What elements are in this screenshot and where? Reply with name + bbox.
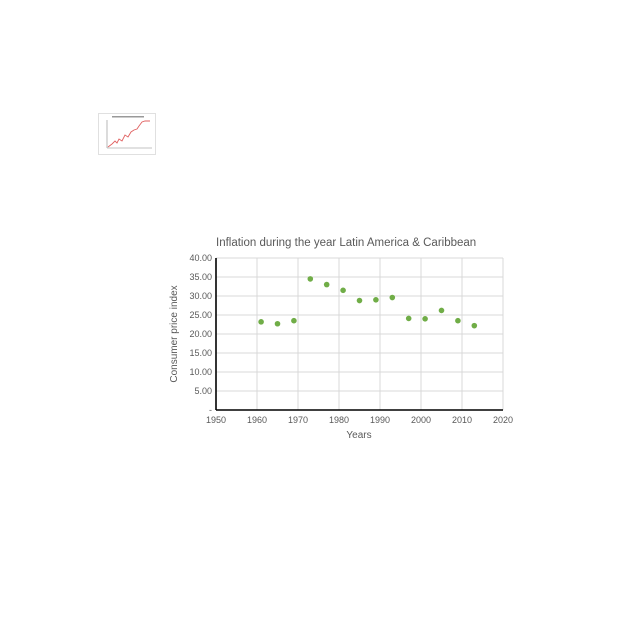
x-tick-label: 1960 xyxy=(247,415,267,425)
x-tick-label: 1970 xyxy=(288,415,308,425)
y-tick-label: 15.00 xyxy=(189,348,212,358)
data-point xyxy=(258,319,264,325)
x-tick-label: 1980 xyxy=(329,415,349,425)
y-tick-label: 40.00 xyxy=(189,253,212,263)
y-tick-label: 20.00 xyxy=(189,329,212,339)
data-points xyxy=(258,276,478,329)
y-tick-label: 30.00 xyxy=(189,291,212,301)
y-tick-label: 25.00 xyxy=(189,310,212,320)
data-point xyxy=(373,297,379,303)
y-axis-title: Consumer price index xyxy=(169,285,180,382)
x-axis-title: Years xyxy=(346,430,371,441)
y-tick-label: - xyxy=(209,405,212,415)
y-tick-labels: - 5.00 10.00 15.00 20.00 25.00 30.00 35.00 40.00 xyxy=(189,253,212,415)
thumbnail-title-bar xyxy=(112,116,144,118)
data-point xyxy=(455,317,461,324)
x-tick-label: 2010 xyxy=(452,415,472,425)
data-point xyxy=(438,307,445,314)
data-point xyxy=(307,276,314,282)
grid xyxy=(216,257,504,410)
x-tick-label: 1950 xyxy=(206,415,226,425)
main-chart: Inflation during the year Latin America … xyxy=(169,237,513,441)
y-tick-label: 35.00 xyxy=(189,272,212,282)
x-tick-label: 1990 xyxy=(370,415,390,425)
chart-title: Inflation during the year Latin America … xyxy=(216,237,476,249)
data-point xyxy=(471,322,478,329)
x-tick-label: 2000 xyxy=(411,415,431,425)
data-point xyxy=(405,315,412,322)
thumbnail-chart xyxy=(98,113,156,155)
data-point xyxy=(389,294,396,301)
x-tick-labels: 1950 1960 1970 1980 1990 2000 2010 2020 xyxy=(206,415,513,425)
data-point xyxy=(291,317,297,324)
data-point xyxy=(356,297,363,304)
data-point xyxy=(422,316,428,322)
thumbnail-series-line xyxy=(107,120,150,148)
data-point xyxy=(340,287,346,294)
data-point xyxy=(323,281,330,288)
y-tick-label: 10.00 xyxy=(189,367,212,377)
data-point xyxy=(274,320,281,327)
thumbnail-frame xyxy=(98,113,156,155)
x-tick-label: 2020 xyxy=(493,415,513,425)
y-tick-label: 5.00 xyxy=(194,386,212,396)
